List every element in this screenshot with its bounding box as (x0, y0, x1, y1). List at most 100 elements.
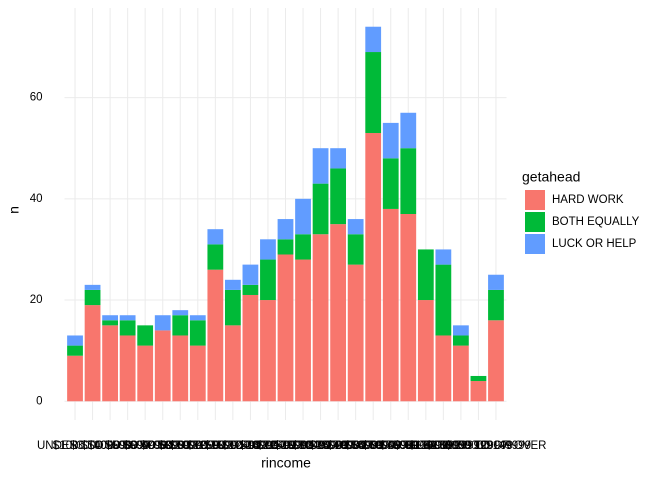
x-tick-label: $35000 TO 39999 (310, 440, 402, 452)
bar-segment (347, 234, 364, 265)
bar-segment (488, 320, 504, 402)
bar-segment (207, 244, 224, 270)
bar-segment (435, 249, 452, 265)
bar-segment (400, 148, 417, 214)
x-tick-label: $150000 OR OVER (445, 440, 546, 452)
bar-segment (154, 330, 171, 402)
x-tick-label: $60000 TO 74999 (362, 440, 454, 452)
legend-label: BOTH EQUALLY (552, 216, 640, 228)
legend-label: HARD WORK (552, 194, 624, 206)
bar-segment (277, 254, 294, 402)
x-tick-label: $12500 TO 14999 (187, 440, 279, 452)
x-tick-label: $1000 TO 2999 (53, 440, 133, 452)
bar-segment (84, 289, 101, 306)
bar-segment (277, 219, 294, 240)
bar-segment (277, 239, 294, 255)
x-axis-title: rincome (261, 455, 311, 471)
bar-segment (365, 52, 382, 134)
bar-segment (224, 289, 241, 326)
x-tick-label: $7000 TO 7999 (141, 440, 221, 452)
legend-label: LUCK OR HELP (552, 238, 637, 250)
x-tick-label: $3000 TO 3999 (70, 440, 150, 452)
y-axis-title: n (6, 206, 22, 214)
bar-segment (84, 284, 101, 290)
bar-segment (453, 325, 469, 336)
legend-key (525, 212, 545, 232)
bar-segment (119, 335, 136, 402)
bar-segment (453, 345, 469, 402)
y-tick-label: 0 (36, 395, 42, 407)
bar-segment (224, 325, 241, 402)
x-tick-label: $17500 TO 19999 (222, 440, 314, 452)
bar-segment (365, 26, 382, 53)
bar-segment (365, 133, 382, 402)
legend-title: getahead (522, 169, 580, 185)
bar-segment (382, 208, 399, 402)
bar-segment (189, 320, 206, 346)
bar-segment (172, 315, 189, 336)
bar-segment (119, 320, 136, 336)
bar-segment (242, 294, 259, 402)
bar-segment (382, 158, 399, 209)
x-tick-label: $5000 TO 5999 (105, 440, 185, 452)
x-tick-label: $22500 TO 24999 (257, 440, 349, 452)
x-tick-label: $90000 TO 109999 (394, 440, 493, 452)
bar-segment (400, 214, 417, 402)
bar-segment (488, 274, 504, 290)
bar-segment (137, 325, 154, 346)
x-tick-label: UNDER $1000 (37, 440, 113, 452)
bar-segment (137, 345, 154, 402)
bar-segment (453, 335, 469, 346)
bar-segment (260, 259, 276, 301)
bar-segment (67, 355, 83, 402)
x-tick-label: $50000 TO 59999 (345, 440, 437, 452)
bar-segment (260, 300, 276, 402)
bar-segment (347, 264, 364, 402)
x-tick-label: $110000 TO 129999 (409, 440, 513, 452)
bar-segment (417, 300, 434, 402)
bar-segment (67, 335, 83, 346)
bar-segment (67, 345, 83, 356)
x-tick-label: $130000 TO 149999 (426, 440, 531, 452)
bar-segment (312, 183, 329, 235)
bar-segment (189, 345, 206, 402)
bar-segment (172, 310, 189, 316)
bar-segment (102, 325, 118, 402)
x-tick-label: $30000 TO 34999 (292, 440, 384, 452)
bar-segment (488, 289, 504, 321)
x-tick-label: $40000 TO 49999 (327, 440, 419, 452)
bar-segment (242, 284, 259, 295)
bar-segment (295, 259, 311, 402)
bar-segment (330, 224, 347, 402)
bar-segment (224, 279, 241, 290)
x-tick-label: $6000 TO 6999 (123, 440, 203, 452)
x-tick-label: $25000 TO 29999 (274, 440, 366, 452)
y-tick-label: 20 (30, 294, 43, 306)
bar-segment (242, 264, 259, 285)
bar-segment (172, 335, 189, 402)
bar-segment (470, 381, 487, 402)
x-tick-label: $4000 TO 4999 (88, 440, 168, 452)
bar-segment (189, 315, 206, 321)
y-tick-label: 40 (30, 193, 43, 205)
bar-segment (312, 148, 329, 184)
bar-segment (295, 198, 311, 235)
bar-segment (382, 122, 399, 159)
bar-segment (102, 320, 118, 326)
bar-segment (260, 239, 276, 260)
bar-segment (119, 315, 136, 321)
bar-segment (295, 234, 311, 260)
bar-segment (312, 234, 329, 402)
y-tick-label: 60 (30, 92, 43, 104)
bar-segment (207, 269, 224, 402)
x-tick-label: $15000 TO 17499 (204, 440, 296, 452)
bar-segment (207, 229, 224, 245)
bar-segment (330, 148, 347, 169)
bar-segment (435, 335, 452, 402)
bar-segment (84, 305, 101, 402)
x-tick-label: $8000 TO 9999 (158, 440, 238, 452)
legend-key (525, 190, 545, 210)
bar-segment (470, 375, 487, 382)
legend-key (525, 234, 545, 254)
